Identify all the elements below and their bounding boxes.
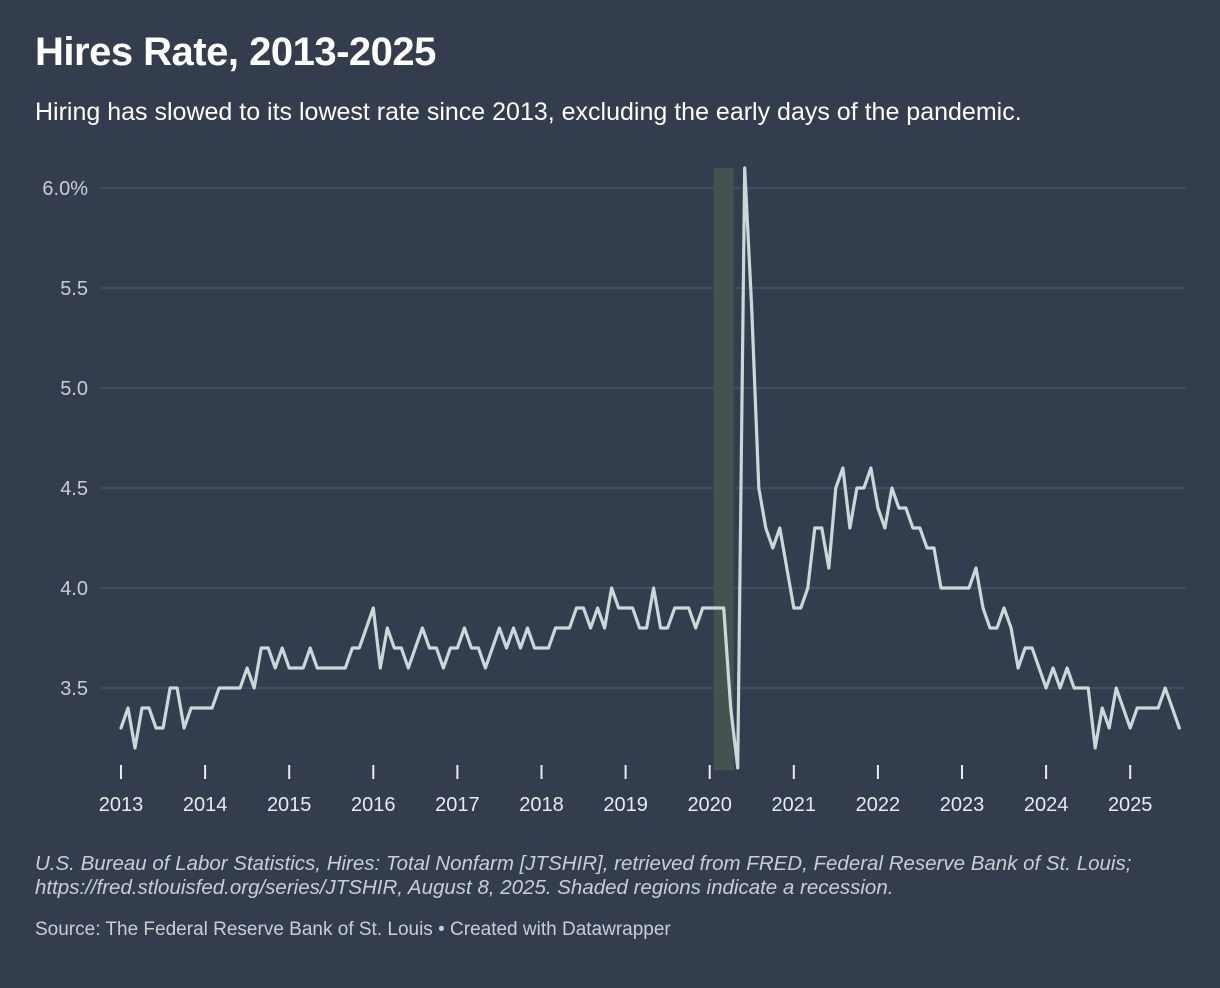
hires-rate-series-line <box>119 166 1181 770</box>
x-tick-label: 2014 <box>183 794 228 816</box>
recession-band <box>713 168 734 770</box>
x-tick-label: 2016 <box>351 794 396 816</box>
x-tick-label: 2013 <box>99 794 144 816</box>
x-tick-label: 2023 <box>940 794 985 816</box>
source-text: Source: The Federal Reserve Bank of St. … <box>35 919 433 940</box>
x-tick-label: 2018 <box>519 794 564 816</box>
chart-footer: Source: The Federal Reserve Bank of St. … <box>35 919 671 941</box>
x-tick-label: 2021 <box>772 794 817 816</box>
chart-subtitle: Hiring has slowed to its lowest rate sin… <box>35 98 1022 126</box>
x-tick-label: 2015 <box>267 794 312 816</box>
x-tick-label: 2022 <box>856 794 901 816</box>
chart-title: Hires Rate, 2013-2025 <box>35 30 436 74</box>
chart-notes: U.S. Bureau of Labor Statistics, Hires: … <box>35 852 1132 899</box>
y-tick-label: 6.0% <box>42 178 88 200</box>
x-tick-label: 2019 <box>603 794 648 816</box>
y-tick-label: 5.0 <box>60 378 88 400</box>
x-tick-label: 2017 <box>435 794 480 816</box>
y-tick-label: 3.5 <box>60 678 88 700</box>
x-tick-label: 2024 <box>1024 794 1069 816</box>
credit-text: Created with Datawrapper <box>450 919 671 940</box>
y-tick-label: 4.5 <box>60 478 88 500</box>
hires-rate-line-chart: 6.0% 5.5 5.0 4.5 4.0 3.5 2013 2014 2015 2016 2017 2… <box>42 166 1186 816</box>
y-tick-label: 4.0 <box>60 578 88 600</box>
x-tick-label: 2020 <box>687 794 732 816</box>
x-tick-label: 2025 <box>1108 794 1153 816</box>
y-tick-label: 5.5 <box>60 278 88 300</box>
footer-separator: • <box>438 919 445 940</box>
